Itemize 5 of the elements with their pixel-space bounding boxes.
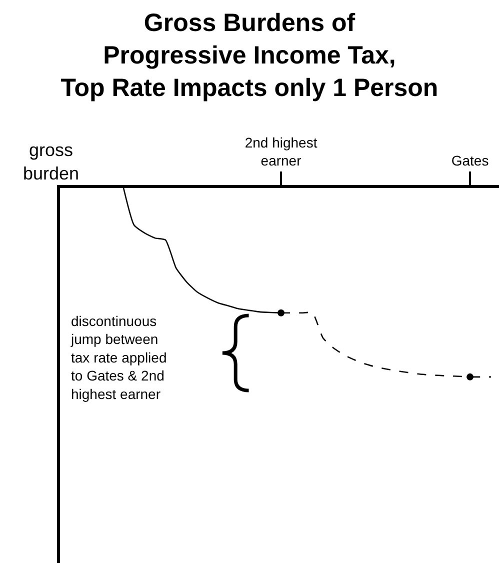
- chart-title: Gross Burdens of Progressive Income Tax, Top Rate Impacts only 1 Person: [60, 8, 438, 102]
- annotation: discontinuous jump between tax rate applied to Gates & 2nd highest earner: [70, 313, 167, 402]
- y-axis-title: gross burden: [23, 140, 80, 184]
- x-tick-label: 2nd highest earner: [244, 134, 318, 169]
- x-tick-label: Gates: [451, 152, 489, 169]
